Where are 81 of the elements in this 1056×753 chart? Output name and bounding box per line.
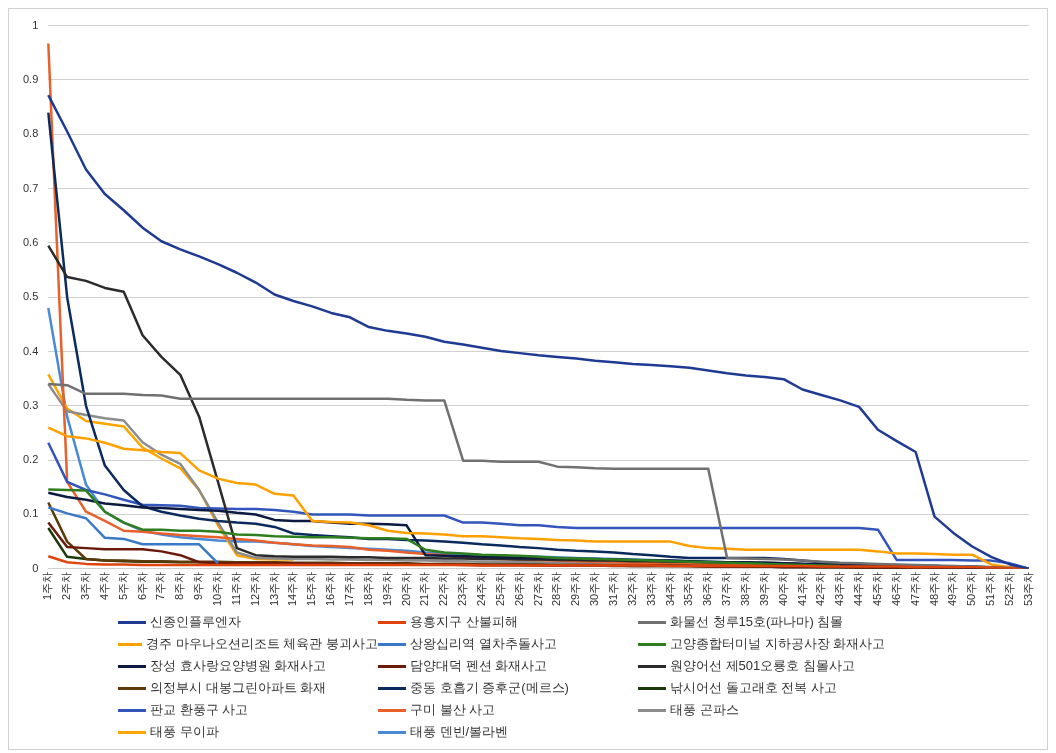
legend-label: 용흥지구 산불피해: [410, 613, 518, 631]
x-tick-label: 2주차: [60, 571, 73, 600]
x-tick-label: 32주차: [625, 571, 638, 607]
legend-label: 경주 마우나오션리조트 체육관 붕괴사고: [146, 635, 378, 653]
x-tick-label: 14주차: [286, 571, 299, 607]
x-tick-label: 37주차: [720, 571, 733, 607]
legend-label: 신종인플루엔자: [150, 613, 241, 631]
x-tick-label: 40주차: [776, 571, 789, 607]
x-tick-label: 11주차: [229, 571, 242, 606]
y-tick-label: 0.8: [22, 127, 39, 140]
x-tick-label: 3주차: [79, 571, 92, 600]
x-tick-label: 30주차: [588, 571, 601, 607]
legend-label: 장성 효사랑요양병원 화재사고: [150, 657, 327, 675]
legend-label: 판교 환풍구 사고: [150, 701, 249, 719]
x-tick-label: 49주차: [946, 571, 959, 607]
x-tick-label: 20주차: [399, 571, 412, 607]
x-tick-label: 16주차: [324, 571, 337, 607]
x-tick-label: 5주차: [116, 571, 129, 600]
x-tick-label: 34주차: [663, 571, 676, 607]
legend-label: 낚시어선 돌고래호 전복 사고: [670, 679, 837, 697]
y-tick-label: 0.5: [22, 290, 39, 303]
x-tick-label: 47주차: [908, 571, 921, 607]
x-tick-label: 26주차: [512, 571, 525, 607]
x-tick-label: 28주차: [550, 571, 563, 607]
legend-label: 태풍 곤파스: [670, 701, 739, 719]
x-tick-label: 4주차: [97, 571, 110, 600]
x-tick-label: 53주차: [1021, 571, 1034, 607]
y-tick-label: 0.6: [22, 235, 39, 248]
legend-label: 화물선 청루15호(파나마) 침몰: [670, 613, 844, 631]
x-tick-label: 44주차: [852, 571, 865, 607]
y-tick-label: 0: [32, 561, 39, 574]
x-tick-label: 31주차: [607, 571, 619, 607]
legend-label: 구미 불산 사고: [410, 701, 496, 719]
x-tick-label: 8주차: [173, 571, 186, 600]
x-tick-label: 51주차: [984, 571, 997, 607]
y-tick-label: 0.2: [22, 453, 39, 466]
x-tick-label: 29주차: [569, 571, 582, 607]
legend-label: 중동 호흡기 증후군(메르스): [410, 679, 569, 697]
y-tick-label: 0.9: [22, 72, 39, 85]
x-tick-label: 10주차: [211, 571, 224, 607]
x-tick-label: 22주차: [437, 571, 450, 607]
x-tick-label: 48주차: [927, 571, 940, 607]
y-tick-label: 0.3: [22, 398, 39, 411]
y-tick-label: 0.1: [22, 507, 39, 520]
x-tick-label: 33주차: [644, 571, 657, 607]
x-tick-label: 46주차: [889, 571, 902, 607]
y-tick-label: 0.7: [22, 181, 39, 194]
x-tick-label: 42주차: [814, 571, 827, 607]
x-tick-label: 17주차: [343, 571, 356, 607]
x-tick-label: 43주차: [833, 571, 846, 607]
legend-label: 고양종합터미널 지하공사장 화재사고: [670, 635, 886, 653]
x-tick-label: 6주차: [135, 571, 148, 600]
legend-label: 원양어선 제501오룡호 침몰사고: [670, 657, 855, 675]
legend-label: 의정부시 대봉그린아파트 화재: [150, 679, 327, 697]
legend-label: 태풍 무이파: [150, 723, 219, 741]
x-tick-label: 38주차: [738, 571, 751, 607]
x-tick-label: 35주차: [682, 571, 695, 607]
x-tick-label: 9주차: [192, 571, 205, 600]
legend-label: 담양대덕 펜션 화재사고: [410, 657, 548, 675]
x-tick-label: 15주차: [305, 571, 318, 607]
x-tick-label: 25주차: [493, 571, 506, 607]
x-tick-label: 39주차: [757, 571, 770, 607]
y-tick-label: 1: [32, 18, 39, 31]
x-tick-label: 24주차: [475, 571, 488, 607]
x-tick-label: 52주차: [1002, 571, 1015, 607]
x-tick-label: 50주차: [965, 571, 978, 607]
y-tick-label: 0.4: [22, 344, 39, 357]
x-tick-label: 36주차: [701, 571, 714, 607]
x-tick-label: 1주차: [41, 571, 54, 600]
legend-label: 상왕십리역 열차추돌사고: [410, 635, 557, 653]
x-tick-label: 19주차: [380, 571, 393, 607]
x-tick-label: 12주차: [248, 571, 261, 607]
x-tick-label: 7주차: [154, 571, 167, 600]
x-tick-label: 18주차: [361, 571, 374, 607]
legend-label: 태풍 덴빈/볼라벤: [410, 723, 509, 741]
x-tick-label: 23주차: [456, 571, 469, 607]
x-tick-label: 13주차: [267, 571, 280, 607]
x-tick-label: 41주차: [795, 571, 808, 607]
x-tick-label: 45주차: [870, 571, 883, 607]
x-tick-label: 21주차: [418, 571, 431, 607]
x-tick-label: 27주차: [531, 571, 544, 607]
